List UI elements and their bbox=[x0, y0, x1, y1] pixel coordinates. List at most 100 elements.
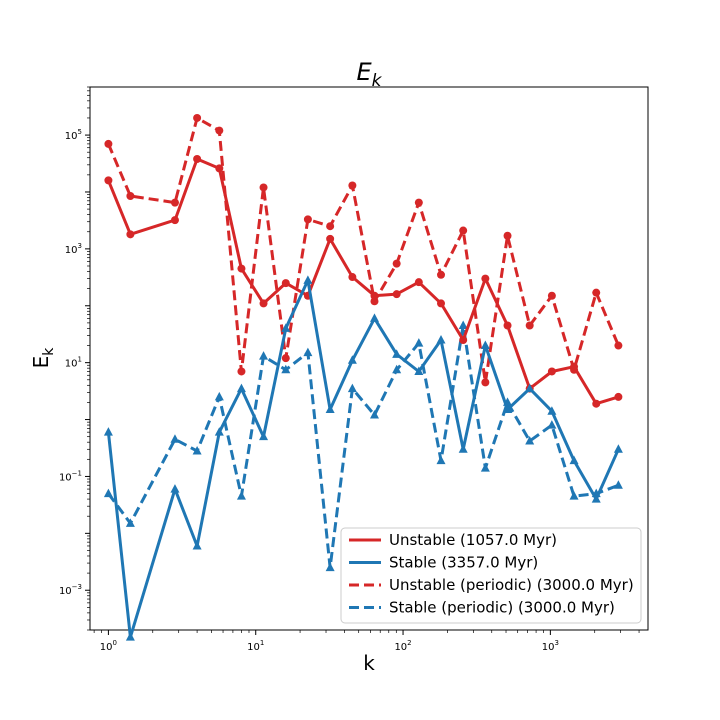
series-4 bbox=[103, 320, 623, 572]
y-tick-label-exp: 5 bbox=[78, 128, 82, 136]
data-point bbox=[370, 297, 379, 306]
data-point bbox=[236, 383, 246, 393]
data-point bbox=[481, 274, 490, 283]
data-point bbox=[459, 336, 468, 345]
data-point bbox=[414, 338, 424, 347]
legend-item: Stable (periodic) (3000.0 Myr) bbox=[349, 599, 615, 617]
y-tick-label-base: 10 bbox=[65, 245, 78, 256]
y-tick-label-exp: −1 bbox=[72, 469, 82, 477]
data-point bbox=[325, 404, 335, 414]
legend-label: Stable (periodic) (3000.0 Myr) bbox=[389, 599, 615, 617]
chart-title-main: E bbox=[356, 58, 372, 86]
data-point bbox=[570, 362, 579, 371]
data-point bbox=[392, 349, 402, 358]
x-tick-label-base: 10 bbox=[247, 642, 260, 653]
chart-title-sub: k bbox=[372, 71, 383, 91]
data-point bbox=[437, 270, 446, 279]
y-tick-label: 10−3 bbox=[59, 583, 82, 597]
data-point bbox=[369, 410, 379, 419]
data-point bbox=[347, 383, 357, 393]
data-point bbox=[348, 273, 357, 282]
data-point bbox=[303, 215, 312, 224]
series-line bbox=[107, 324, 619, 570]
x-axis-label: k bbox=[363, 651, 375, 675]
x-tick-label-exp: 1 bbox=[260, 639, 264, 647]
data-point bbox=[281, 323, 291, 332]
data-point bbox=[547, 291, 556, 300]
y-axis-label-main: E bbox=[29, 356, 53, 369]
data-point bbox=[236, 491, 246, 500]
y-tick-label-exp: 3 bbox=[78, 242, 82, 250]
data-point bbox=[326, 222, 335, 231]
y-tick-label: 10−1 bbox=[59, 469, 82, 483]
data-point bbox=[569, 491, 579, 500]
data-point bbox=[369, 313, 379, 322]
data-point bbox=[614, 392, 623, 401]
data-point bbox=[503, 404, 513, 414]
data-point bbox=[436, 455, 446, 465]
x-tick-label-base: 10 bbox=[394, 642, 407, 653]
x-tick-label: 103 bbox=[542, 639, 559, 653]
x-tick-label-exp: 2 bbox=[407, 639, 411, 647]
data-point bbox=[237, 264, 246, 273]
data-point bbox=[414, 278, 423, 287]
data-point bbox=[547, 367, 556, 376]
data-point bbox=[104, 139, 113, 148]
data-point bbox=[347, 355, 357, 364]
y-tick-label: 105 bbox=[65, 128, 82, 142]
data-point bbox=[547, 406, 557, 415]
data-point bbox=[613, 444, 623, 453]
data-point bbox=[591, 494, 601, 503]
data-point bbox=[392, 259, 401, 268]
data-point bbox=[281, 279, 290, 288]
data-point bbox=[103, 488, 113, 498]
y-tick-label: 103 bbox=[65, 242, 82, 256]
data-point bbox=[525, 435, 535, 445]
data-point bbox=[303, 347, 313, 357]
data-point bbox=[348, 181, 357, 190]
legend-label: Unstable (1057.0 Myr) bbox=[389, 531, 557, 549]
y-tick-label-base: 10 bbox=[59, 472, 72, 483]
legend-label: Stable (3357.0 Myr) bbox=[389, 554, 538, 572]
plot-frame bbox=[89, 86, 649, 631]
data-point bbox=[525, 321, 534, 330]
y-axis-label-sub: k bbox=[41, 347, 57, 356]
x-tick-label: 100 bbox=[100, 639, 117, 653]
data-point bbox=[436, 335, 446, 344]
legend: Unstable (1057.0 Myr) Stable (3357.0 Myr)… bbox=[340, 527, 642, 624]
data-point bbox=[303, 275, 313, 284]
data-point bbox=[259, 351, 269, 360]
data-point bbox=[326, 234, 335, 243]
data-point bbox=[170, 198, 179, 207]
y-tick-label-base: 10 bbox=[65, 359, 78, 370]
data-point bbox=[259, 299, 268, 308]
y-tick-label-base: 10 bbox=[59, 586, 72, 597]
data-point bbox=[237, 367, 246, 376]
data-point bbox=[414, 198, 423, 207]
data-point bbox=[459, 226, 468, 235]
data-point bbox=[170, 216, 179, 225]
data-point bbox=[370, 291, 379, 300]
data-point bbox=[458, 444, 468, 453]
data-point bbox=[104, 176, 113, 185]
series-2 bbox=[103, 275, 623, 641]
data-point bbox=[215, 164, 224, 173]
data-point bbox=[259, 183, 268, 192]
x-tick-label-exp: 3 bbox=[554, 639, 558, 647]
data-point bbox=[414, 366, 424, 375]
legend-frame bbox=[340, 527, 642, 624]
data-point bbox=[503, 231, 512, 240]
data-point bbox=[126, 191, 135, 200]
data-point bbox=[170, 434, 180, 443]
data-point bbox=[437, 299, 446, 308]
y-tick-label-exp: 1 bbox=[78, 356, 82, 364]
data-point bbox=[480, 340, 490, 350]
data-point bbox=[214, 391, 224, 401]
legend-label: Unstable (periodic) (3000.0 Myr) bbox=[389, 576, 634, 594]
data-point bbox=[503, 321, 512, 330]
data-point bbox=[547, 420, 557, 429]
x-tick-label-base: 10 bbox=[100, 642, 113, 653]
data-point bbox=[259, 431, 269, 441]
